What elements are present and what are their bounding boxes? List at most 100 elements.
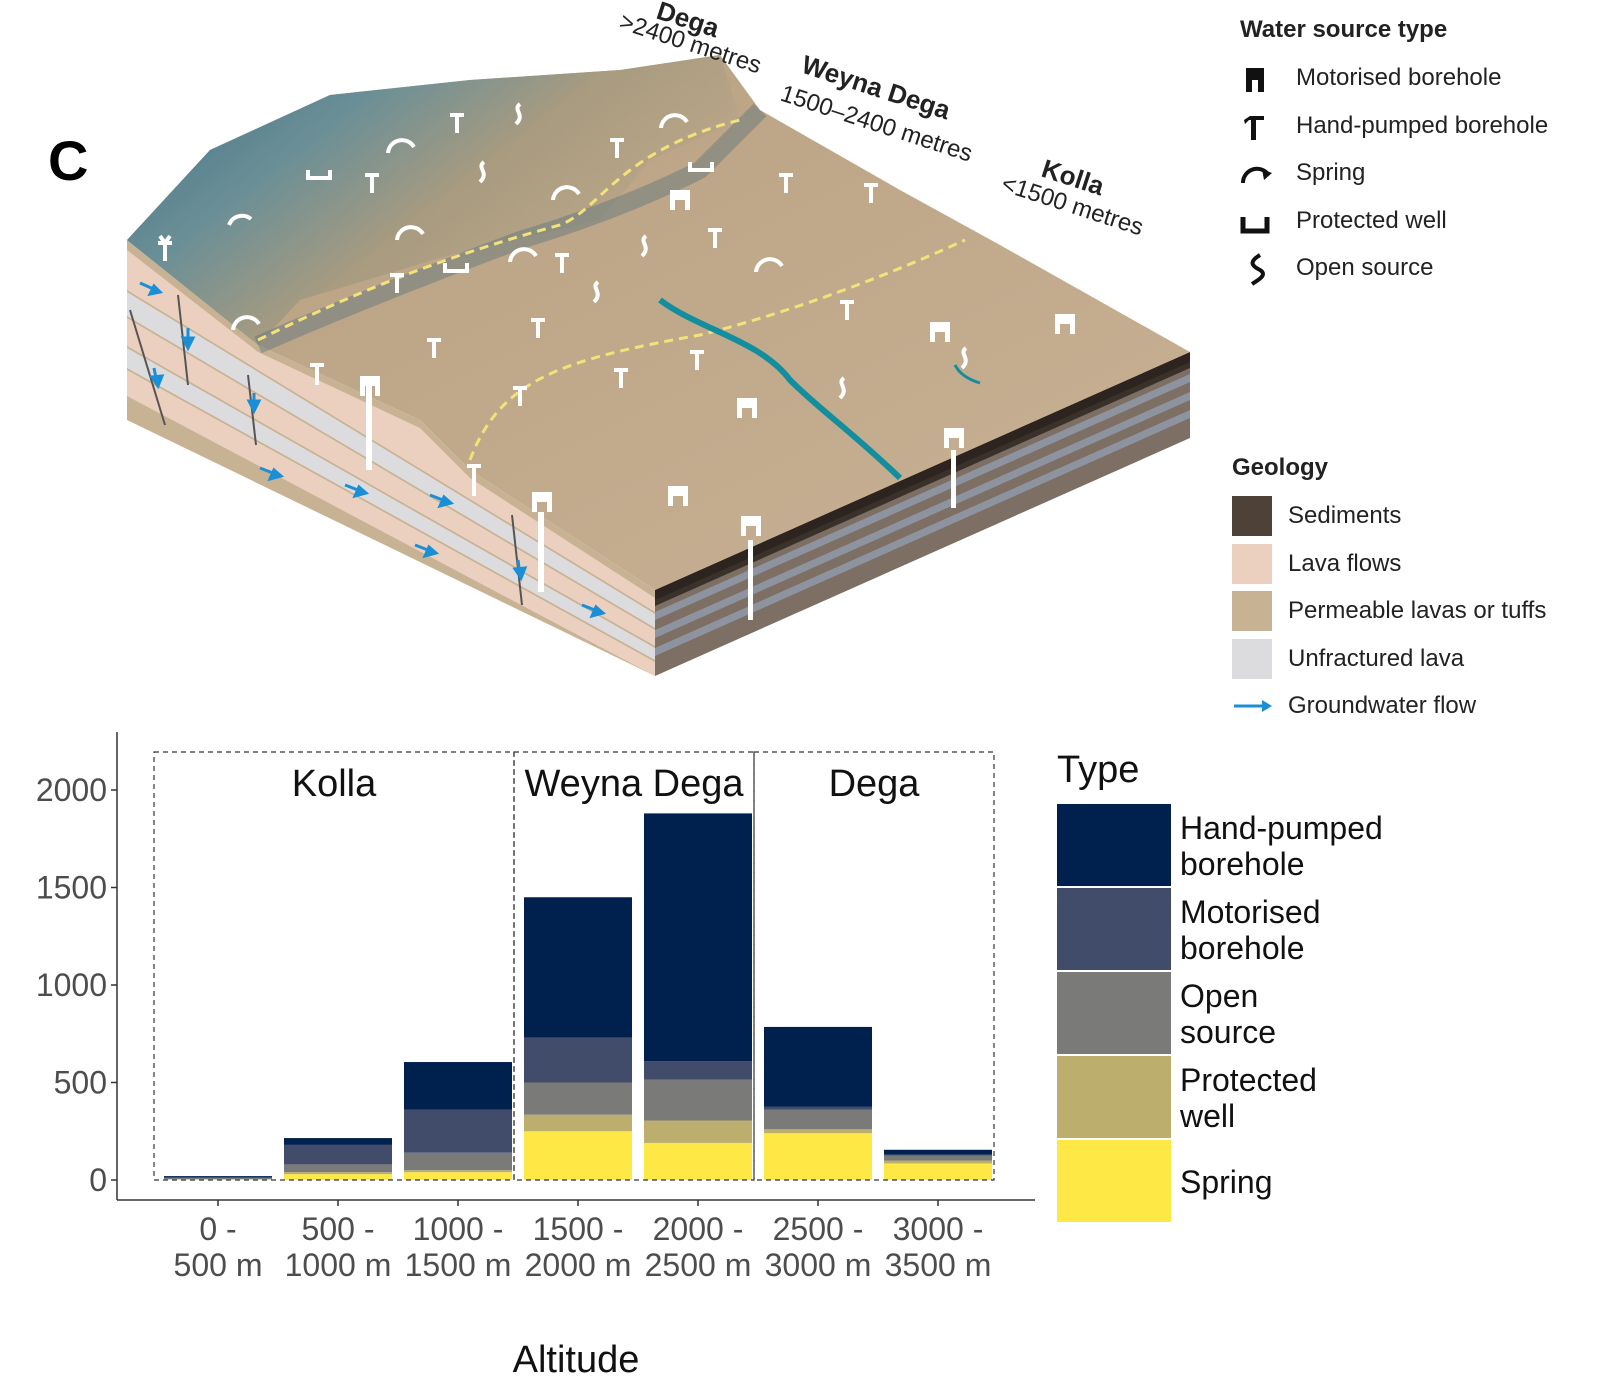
bar-hand-pumped-borehole-0 [164,1176,272,1178]
chart-legend-swatch-2 [1057,972,1171,1054]
geology-legend-title: Geology [1232,454,1329,481]
x-tick-label-0-1: 500 m [174,1247,263,1283]
bar-spring-1 [284,1174,392,1180]
chart-legend-title: Type [1057,749,1139,791]
bar-protected-well-6 [884,1160,992,1164]
water-source-legend-title: Water source type [1240,16,1448,43]
bar-spring-3 [524,1131,632,1180]
region-box-dega [753,751,995,1181]
bar-hand-pumped-borehole-3 [524,897,632,1038]
chart-legend-label-1-0: Motorised [1180,894,1321,930]
region-label-dega: Dega [829,763,921,805]
x-tick-label-3-1: 2000 m [525,1247,632,1283]
y-tick-label-1000: 1000 [36,967,107,1003]
chart-legend-label-2-1: source [1180,1014,1276,1050]
bar-motorised-borehole-2 [404,1109,512,1153]
chart-legend-swatch-3 [1057,1056,1171,1138]
legend-item-hand-pumped-borehole: Hand-pumped borehole [1296,112,1549,139]
region-box-weyna-dega [513,751,755,1181]
terrain-water-source-icons [158,102,1075,620]
bar-protected-well-1 [284,1172,392,1175]
chart-legend-label-0-0: Hand-pumped [1180,810,1383,846]
bar-open-source-5 [764,1109,872,1130]
bar-protected-well-2 [404,1170,512,1173]
bar-hand-pumped-borehole-1 [284,1138,392,1145]
hand-pumped-borehole-icon [1244,116,1264,140]
bar-motorised-borehole-6 [884,1154,992,1156]
x-tick-label-0-0: 0 - [199,1211,236,1247]
bar-hand-pumped-borehole-5 [764,1026,872,1107]
permeable-lavas-swatch [1232,591,1272,631]
legend-item-spring: Spring [1296,159,1366,186]
bar-open-source-6 [884,1155,992,1161]
legend-item-sediments: Sediments [1288,502,1402,529]
y-tick-label-2000: 2000 [36,772,107,808]
x-tick-label-6-1: 3500 m [885,1247,992,1283]
legend-item-open-source: Open source [1296,254,1434,281]
x-tick-label-1-0: 500 - [302,1211,375,1247]
spring-icon [1240,166,1272,184]
protected-well-icon [1240,217,1270,234]
bar-spring-6 [884,1163,992,1180]
bar-hand-pumped-borehole-4 [644,813,752,1062]
right-cross-section [655,352,1190,676]
water-source-legend: Water source type Motorised borehole Han… [1240,16,1610,296]
bar-motorised-borehole-0 [164,1177,272,1179]
bar-motorised-borehole-4 [644,1061,752,1080]
bar-spring-4 [644,1142,752,1180]
groundwater-flow-arrow-icon [1234,700,1272,712]
bar-protected-well-5 [764,1129,872,1134]
y-tick-label-0: 0 [89,1162,107,1198]
altitude-bar-chart: 0 500 1000 1500 2000 0 -500 m 500 -1000 m 1000 … [36,732,1383,1381]
unfractured-lava-swatch [1232,639,1272,679]
block-diagram: Dega >2400 metres Weyna Dega 1500–2400 m… [127,0,1190,676]
y-tick-label-1500: 1500 [36,870,107,906]
chart-legend-swatch-0 [1057,804,1171,886]
region-label-kolla: Kolla [292,763,377,805]
chart-legend-label-4-0: Spring [1180,1164,1273,1200]
legend-item-motorised-borehole: Motorised borehole [1296,64,1502,91]
legend-item-permeable-lavas: Permeable lavas or tuffs [1288,597,1547,624]
chart-legend-swatch-4 [1057,1140,1171,1222]
lava-flows-swatch [1232,544,1272,584]
bar-protected-well-4 [644,1120,752,1143]
x-tick-label-5-0: 2500 - [773,1211,864,1247]
bar-open-source-3 [524,1082,632,1115]
bar-motorised-borehole-5 [764,1106,872,1110]
panel-letter: C [48,129,89,192]
x-tick-label-3-0: 1500 - [533,1211,624,1247]
x-tick-label-6-0: 3000 - [893,1211,984,1247]
x-tick-label-2-0: 1000 - [413,1211,504,1247]
region-box-kolla [153,751,515,1181]
chart-legend-label-2-0: Open [1180,978,1258,1014]
motorised-borehole-icon [1246,68,1264,92]
bar-spring-5 [764,1133,872,1180]
terrain-surface [127,55,1190,590]
y-tick-label-500: 500 [54,1065,107,1101]
legend-item-protected-well: Protected well [1296,207,1447,234]
legend-item-groundwater-flow: Groundwater flow [1288,692,1477,719]
legend-item-unfractured-lava: Unfractured lava [1288,645,1465,672]
x-tick-label-4-1: 2500 m [645,1247,752,1283]
bar-open-source-1 [284,1164,392,1173]
x-tick-label-5-1: 3000 m [765,1247,872,1283]
open-source-icon [1250,253,1265,286]
chart-legend-label-3-0: Protected [1180,1062,1317,1098]
legend-item-lava-flows: Lava flows [1288,550,1402,577]
sediments-swatch [1232,496,1272,536]
x-tick-label-4-0: 2000 - [653,1211,744,1247]
bar-motorised-borehole-1 [284,1144,392,1165]
bar-hand-pumped-borehole-6 [884,1149,992,1155]
x-tick-label-1-1: 1000 m [285,1247,392,1283]
chart-legend-swatch-1 [1057,888,1171,970]
bar-open-source-4 [644,1079,752,1121]
chart-legend-label-3-1: well [1179,1098,1235,1134]
bar-hand-pumped-borehole-2 [404,1062,512,1110]
bar-spring-2 [404,1172,512,1180]
geology-legend: Geology Sediments Lava flows Permeable l… [1232,454,1612,724]
x-axis-title: Altitude [513,1339,640,1381]
groundwater-flow-arrows [139,281,607,619]
bar-open-source-0 [164,1178,272,1180]
x-tick-label-2-1: 1500 m [405,1247,512,1283]
bar-motorised-borehole-3 [524,1037,632,1083]
